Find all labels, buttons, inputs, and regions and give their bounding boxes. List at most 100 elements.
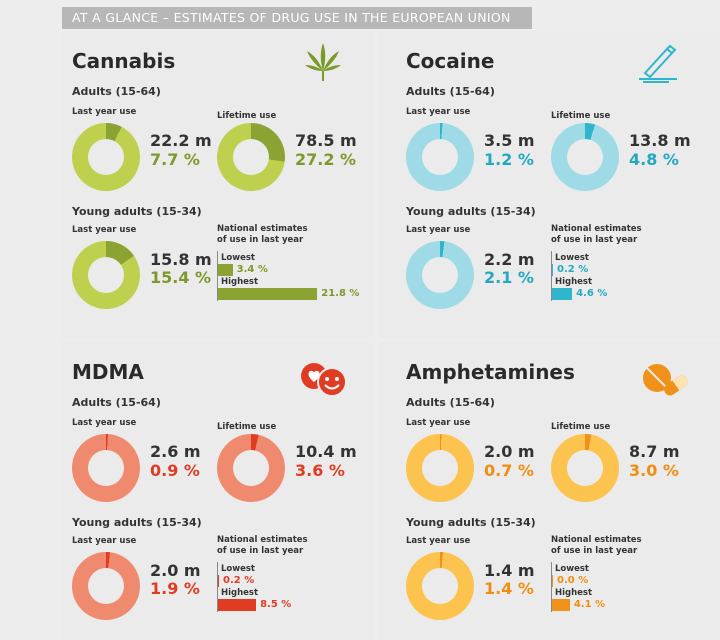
adults-subtitle: Adults (15-64) xyxy=(406,85,495,98)
drug-title: Amphetamines xyxy=(406,360,575,384)
lowest-value: 0.2 % xyxy=(557,264,589,275)
adult-lifetime-percent: 4.8 % xyxy=(629,150,679,169)
bar-axis-line xyxy=(217,251,218,301)
bar-axis-line xyxy=(551,251,552,301)
panel-mdma: MDMA Adults (15-64) Last year use Lifetime… xyxy=(62,342,375,640)
national-estimates-label: National estimates of use in last year xyxy=(217,535,308,556)
panel-cocaine: Cocaine Adults (15-64) Last year use Lifet… xyxy=(379,31,720,338)
national-estimates-label: National estimates of use in last year xyxy=(551,224,642,245)
header: AT A GLANCE – ESTIMATES OF DRUG USE IN T… xyxy=(0,0,720,34)
adult-last-year-percent: 7.7 % xyxy=(150,150,200,169)
lifetime-label: Lifetime use xyxy=(551,422,611,432)
young-adults-subtitle: Young adults (15-34) xyxy=(406,205,536,218)
young-last-year-label: Last year use xyxy=(72,225,137,235)
adult-last-year-donut xyxy=(406,434,474,502)
adult-lifetime-percent: 27.2 % xyxy=(295,150,357,169)
adult-last-year-donut xyxy=(72,123,140,191)
adult-last-year-percent: 1.2 % xyxy=(484,150,534,169)
lowest-bar xyxy=(551,264,553,276)
highest-label: Highest xyxy=(555,277,593,287)
adult-lifetime-percent: 3.0 % xyxy=(629,461,679,480)
adults-subtitle: Adults (15-64) xyxy=(406,396,495,409)
adult-last-year-count: 2.0 m xyxy=(484,442,535,461)
last-year-label: Last year use xyxy=(72,418,137,428)
adult-lifetime-donut xyxy=(551,434,619,502)
adult-lifetime-count: 8.7 m xyxy=(629,442,680,461)
adult-lifetime-donut xyxy=(551,123,619,191)
pill-capsule-icon xyxy=(643,364,688,396)
highest-bar xyxy=(217,288,318,300)
panel-amphetamines: Amphetamines Adults (15-64) Last year use… xyxy=(379,342,720,640)
last-year-label: Last year use xyxy=(72,107,137,117)
adults-subtitle: Adults (15-64) xyxy=(72,396,161,409)
donut-hole xyxy=(422,257,458,293)
drug-title: Cocaine xyxy=(406,49,495,73)
lowest-label: Lowest xyxy=(221,564,255,574)
young-last-year-donut xyxy=(406,552,474,620)
donut-hole xyxy=(88,568,124,604)
young-last-year-count: 1.4 m xyxy=(484,561,535,580)
last-year-label: Last year use xyxy=(406,418,471,428)
young-adults-subtitle: Young adults (15-34) xyxy=(72,205,202,218)
young-last-year-percent: 1.4 % xyxy=(484,579,534,598)
donut-hole xyxy=(88,257,124,293)
mdma-faces-icon xyxy=(301,363,347,397)
lowest-bar xyxy=(217,575,219,587)
lifetime-label: Lifetime use xyxy=(551,111,611,121)
drug-title: MDMA xyxy=(72,360,144,384)
national-estimates-label: National estimates of use in last year xyxy=(217,224,308,245)
last-year-label: Last year use xyxy=(406,107,471,117)
young-last-year-label: Last year use xyxy=(406,225,471,235)
panel-cannabis: Cannabis Adults (15-64) Last year use Life… xyxy=(62,31,375,338)
young-last-year-label: Last year use xyxy=(406,536,471,546)
young-last-year-percent: 1.9 % xyxy=(150,579,200,598)
bar-axis-line xyxy=(551,562,552,612)
lowest-value: 0.2 % xyxy=(223,575,255,586)
adult-last-year-count: 22.2 m xyxy=(150,131,212,150)
donut-hole xyxy=(88,450,124,486)
young-last-year-donut xyxy=(72,552,140,620)
young-adults-subtitle: Young adults (15-34) xyxy=(406,516,536,529)
highest-value: 8.5 % xyxy=(260,599,292,610)
highest-value: 21.8 % xyxy=(321,288,360,299)
adult-lifetime-count: 13.8 m xyxy=(629,131,691,150)
lowest-value: 3.4 % xyxy=(236,264,268,275)
highest-label: Highest xyxy=(221,588,259,598)
lifetime-label: Lifetime use xyxy=(217,111,277,121)
young-last-year-label: Last year use xyxy=(72,536,137,546)
young-last-year-percent: 15.4 % xyxy=(150,268,212,287)
adult-lifetime-percent: 3.6 % xyxy=(295,461,345,480)
adult-last-year-donut xyxy=(72,434,140,502)
lowest-label: Lowest xyxy=(221,253,255,263)
donut-hole xyxy=(422,568,458,604)
young-adults-subtitle: Young adults (15-34) xyxy=(72,516,202,529)
lowest-value: 0.0 % xyxy=(557,575,589,586)
adult-last-year-count: 2.6 m xyxy=(150,442,201,461)
highest-value: 4.1 % xyxy=(573,599,606,610)
adult-last-year-percent: 0.7 % xyxy=(484,461,534,480)
adult-last-year-count: 3.5 m xyxy=(484,131,535,150)
adult-lifetime-donut xyxy=(217,123,285,191)
young-last-year-count: 2.0 m xyxy=(150,561,201,580)
young-last-year-count: 2.2 m xyxy=(484,250,535,269)
highest-label: Highest xyxy=(221,277,259,287)
donut-hole xyxy=(567,450,603,486)
young-last-year-donut xyxy=(406,241,474,309)
lowest-label: Lowest xyxy=(555,253,589,263)
young-last-year-donut xyxy=(72,241,140,309)
drug-title: Cannabis xyxy=(72,49,176,73)
adults-subtitle: Adults (15-64) xyxy=(72,85,161,98)
donut-hole xyxy=(422,139,458,175)
national-estimates-label: National estimates of use in last year xyxy=(551,535,642,556)
lowest-label: Lowest xyxy=(555,564,589,574)
adult-lifetime-count: 10.4 m xyxy=(295,442,357,461)
donut-hole xyxy=(233,139,269,175)
young-last-year-percent: 2.1 % xyxy=(484,268,534,287)
highest-bar xyxy=(551,288,573,300)
donut-hole xyxy=(567,139,603,175)
adult-last-year-donut xyxy=(406,123,474,191)
lowest-bar xyxy=(217,264,233,276)
donut-hole xyxy=(88,139,124,175)
cannabis-leaf-icon xyxy=(305,43,341,81)
highest-bar xyxy=(217,599,257,611)
